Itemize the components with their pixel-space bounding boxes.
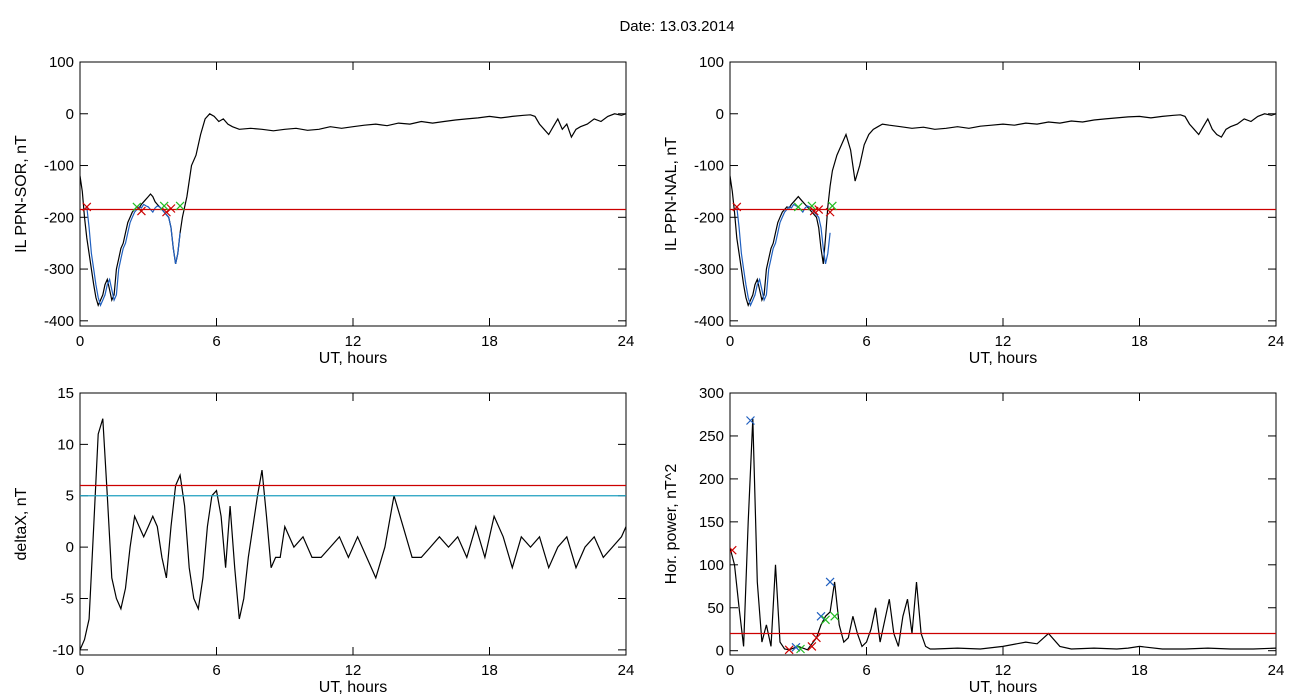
x-tick-label: 18 — [481, 333, 498, 350]
page-title: Date: 13.03.2014 — [619, 18, 735, 35]
y-tick-label: -100 — [44, 158, 74, 175]
x-tick-label: 24 — [618, 333, 635, 350]
y-tick-label: 0 — [716, 106, 724, 123]
y-axis-title: IL PPN-NAL, nT — [663, 137, 680, 251]
plot-frame — [729, 61, 1277, 327]
plot-frame — [79, 61, 627, 327]
y-tick-label: 150 — [699, 514, 724, 531]
data-marker — [166, 204, 176, 213]
y-axis-title: Hor. power, nT^2 — [663, 464, 680, 585]
y-tick-label: 5 — [66, 488, 74, 505]
x-tick-label: 6 — [212, 333, 220, 350]
x-tick-label: 12 — [345, 662, 362, 679]
y-tick-label: 100 — [699, 557, 724, 574]
data-layer — [730, 416, 1276, 655]
y-tick-label: 100 — [699, 54, 724, 71]
data-marker — [784, 645, 794, 655]
data-marker — [814, 205, 824, 214]
data-marker — [807, 201, 817, 211]
series-line-1 — [730, 418, 1276, 651]
x-tick-label: 6 — [862, 662, 870, 679]
y-tick-label: -10 — [52, 642, 74, 659]
data-marker — [82, 202, 92, 212]
y-tick-label: 0 — [66, 539, 74, 556]
data-marker — [730, 545, 737, 555]
x-tick-label: 0 — [726, 333, 734, 350]
y-tick-label: 15 — [57, 385, 74, 402]
chart-panel-3: 0 6 12 18 24 15 10 5 0 -5 -10 UT, hours deltaX, nT — [13, 385, 634, 696]
x-tick-label: 12 — [995, 333, 1012, 350]
y-tick-label: -300 — [44, 261, 74, 278]
y-tick-label: 0 — [66, 106, 74, 123]
x-tick-label: 12 — [995, 662, 1012, 679]
data-marker — [162, 207, 171, 217]
y-tick-label: -300 — [694, 261, 724, 278]
x-tick-label: 0 — [76, 333, 84, 350]
y-tick-label: 50 — [707, 600, 724, 617]
data-marker — [791, 642, 801, 652]
x-tick-label: 24 — [1268, 662, 1285, 679]
x-axis-title: UT, hours — [969, 679, 1037, 696]
data-layer — [80, 418, 626, 651]
data-marker — [137, 206, 146, 216]
data-marker — [159, 201, 169, 211]
data-marker — [821, 615, 830, 625]
data-layer — [730, 113, 1276, 308]
y-tick-label: -200 — [694, 209, 724, 226]
y-tick-label: -5 — [61, 590, 74, 607]
data-marker — [830, 611, 840, 621]
x-tick-label: 18 — [1131, 662, 1148, 679]
y-tick-label: 10 — [57, 436, 74, 453]
chart-panel-2: 0 6 12 18 24 100 0 -100 -200 -300 -400 UT, hours IL … — [663, 54, 1284, 367]
x-axis-title: UT, hours — [969, 350, 1037, 367]
data-marker — [746, 416, 755, 425]
y-tick-label: 0 — [716, 643, 724, 660]
data-marker — [825, 207, 835, 217]
series-line-2 — [736, 203, 831, 308]
y-axis-title: deltaX, nT — [13, 487, 30, 560]
x-tick-label: 24 — [1268, 333, 1285, 350]
y-tick-label: -200 — [44, 209, 74, 226]
plot-frame — [729, 392, 1277, 656]
data-marker — [825, 577, 835, 587]
x-tick-label: 18 — [481, 662, 498, 679]
plot-frame — [79, 392, 627, 656]
x-tick-label: 0 — [76, 662, 84, 679]
y-tick-label: -100 — [694, 158, 724, 175]
x-tick-label: 18 — [1131, 333, 1148, 350]
y-axis-title: IL PPN-SOR, nT — [13, 135, 30, 253]
data-marker — [812, 633, 821, 643]
data-marker — [827, 201, 837, 211]
y-tick-label: -400 — [44, 313, 74, 330]
x-tick-label: 0 — [726, 662, 734, 679]
x-tick-label: 6 — [212, 662, 220, 679]
chart-panel-4: 0 6 12 18 24 300 250 200 150 100 50 0 UT, hours Hor. … — [663, 385, 1284, 696]
data-marker — [175, 201, 185, 211]
data-marker — [816, 611, 826, 621]
data-layer — [80, 113, 626, 308]
y-tick-label: 100 — [49, 54, 74, 71]
data-marker — [732, 202, 742, 212]
x-tick-label: 24 — [618, 662, 635, 679]
data-marker — [793, 202, 803, 212]
x-tick-label: 12 — [345, 333, 362, 350]
x-axis-title: UT, hours — [319, 350, 387, 367]
y-tick-label: 300 — [699, 385, 724, 402]
y-tick-label: -400 — [694, 313, 724, 330]
y-tick-label: 200 — [699, 471, 724, 488]
series-line-1 — [80, 113, 626, 308]
series-line-1 — [730, 113, 1276, 308]
data-marker — [807, 641, 817, 651]
x-axis-title: UT, hours — [319, 679, 387, 696]
series-line-2 — [86, 203, 181, 308]
chart-panel-1: 0 6 12 18 24 100 0 -100 -200 -300 -400 UT, hours IL … — [13, 54, 634, 367]
data-marker — [796, 644, 805, 654]
series-line-1 — [80, 418, 626, 651]
y-tick-label: 250 — [699, 428, 724, 445]
x-tick-label: 6 — [862, 333, 870, 350]
